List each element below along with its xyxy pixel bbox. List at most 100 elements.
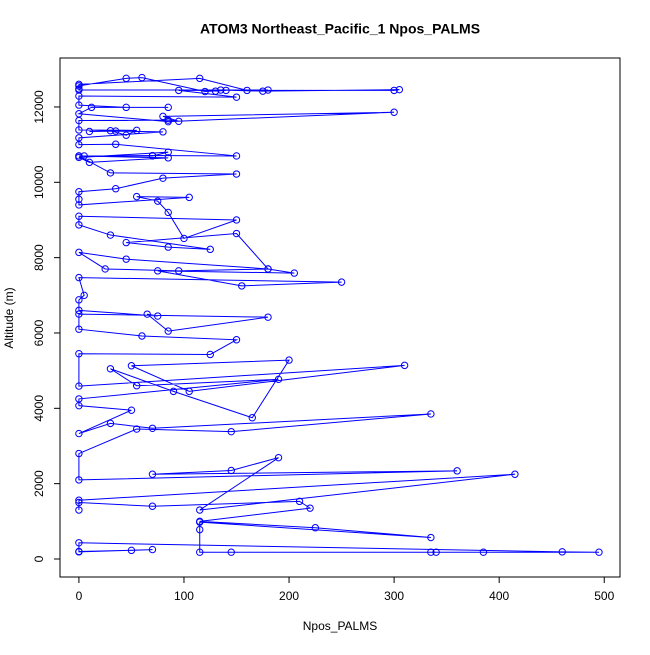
data-point [106, 231, 115, 239]
y-tick-label: 4000 [32, 395, 46, 422]
data-point [75, 395, 83, 403]
data-point [274, 453, 283, 462]
data-point [75, 310, 83, 318]
data-point [595, 548, 603, 556]
data-point [75, 195, 83, 203]
data-point [164, 148, 172, 156]
x-tick-label: 200 [279, 589, 299, 603]
data-point [390, 108, 398, 116]
x-tick-label: 400 [489, 589, 509, 603]
data-point [206, 245, 214, 254]
data-point [196, 506, 204, 514]
data-point [227, 548, 235, 556]
data-point [285, 356, 293, 364]
data-line [77, 77, 599, 553]
data-point [75, 188, 83, 196]
data-point [75, 221, 83, 229]
data-point [148, 545, 157, 554]
data-point [217, 86, 225, 94]
data-point [143, 310, 151, 318]
x-tick-label: 100 [174, 589, 194, 603]
data-point [274, 375, 283, 384]
y-tick-label: 0 [32, 555, 46, 562]
data-point [148, 424, 157, 432]
x-tick-label: 500 [594, 589, 614, 603]
data-point [169, 387, 178, 396]
data-point [106, 419, 115, 428]
data-point [75, 382, 83, 390]
data-point [164, 103, 172, 112]
data-point [259, 87, 267, 95]
data-point [132, 425, 141, 433]
data-point [232, 93, 241, 101]
data-point [400, 361, 409, 370]
data-point [85, 127, 94, 136]
data-point [132, 192, 141, 201]
data-point [453, 467, 461, 475]
data-point [75, 201, 83, 209]
data-point [154, 312, 162, 320]
data-point [111, 140, 120, 148]
data-point [222, 86, 230, 95]
data-point [75, 306, 83, 315]
data-point [164, 327, 172, 335]
y-tick-label: 8000 [32, 244, 46, 271]
data-point [180, 234, 188, 243]
data-point [75, 101, 83, 109]
data-point [127, 406, 136, 414]
data-point [75, 325, 83, 333]
data-point [232, 229, 241, 238]
data-point [196, 525, 204, 534]
data-point [122, 238, 130, 247]
data-point [185, 193, 193, 202]
data-point [106, 365, 115, 373]
data-point [75, 349, 83, 358]
data-point [196, 548, 204, 556]
data-point [75, 449, 83, 458]
data-point [122, 255, 130, 263]
data-point [75, 126, 83, 134]
data-point [427, 410, 435, 418]
data-point [75, 85, 83, 93]
data-point [201, 87, 209, 96]
data-point [138, 73, 146, 82]
data-point [159, 128, 167, 136]
plot-frame [59, 57, 621, 578]
data-point [75, 248, 83, 257]
data-point [75, 476, 83, 484]
data-point [295, 497, 304, 506]
data-point [75, 496, 83, 504]
data-point [164, 154, 172, 162]
data-point [290, 269, 298, 277]
chart-title: ATOM3 Northeast_Pacific_1 Npos_PALMS [200, 21, 480, 37]
data-point [164, 117, 172, 126]
data-point [227, 427, 235, 436]
data-point [154, 197, 162, 205]
data-point [206, 350, 214, 359]
data-point [154, 267, 162, 275]
data-point [264, 86, 272, 94]
data-point [196, 74, 204, 83]
data-point [395, 85, 404, 94]
data-point [227, 466, 235, 475]
data-point [80, 152, 88, 160]
data-point [132, 126, 141, 135]
data-point [164, 243, 172, 251]
data-point [148, 502, 157, 510]
data-point [122, 103, 130, 112]
data-point [558, 548, 566, 556]
y-tick-label: 10000 [32, 165, 46, 199]
data-point [75, 212, 83, 220]
data-point [122, 131, 130, 139]
data-point [75, 498, 83, 507]
data-point [175, 86, 183, 95]
data-point [148, 470, 157, 478]
data-point [159, 112, 167, 121]
data-point [164, 208, 172, 217]
data-point [311, 524, 320, 532]
data-point [232, 170, 241, 178]
x-axis-label: Npos_PALMS [303, 619, 377, 633]
y-axis-label: Altitude (m) [2, 287, 16, 348]
data-point [479, 548, 488, 556]
